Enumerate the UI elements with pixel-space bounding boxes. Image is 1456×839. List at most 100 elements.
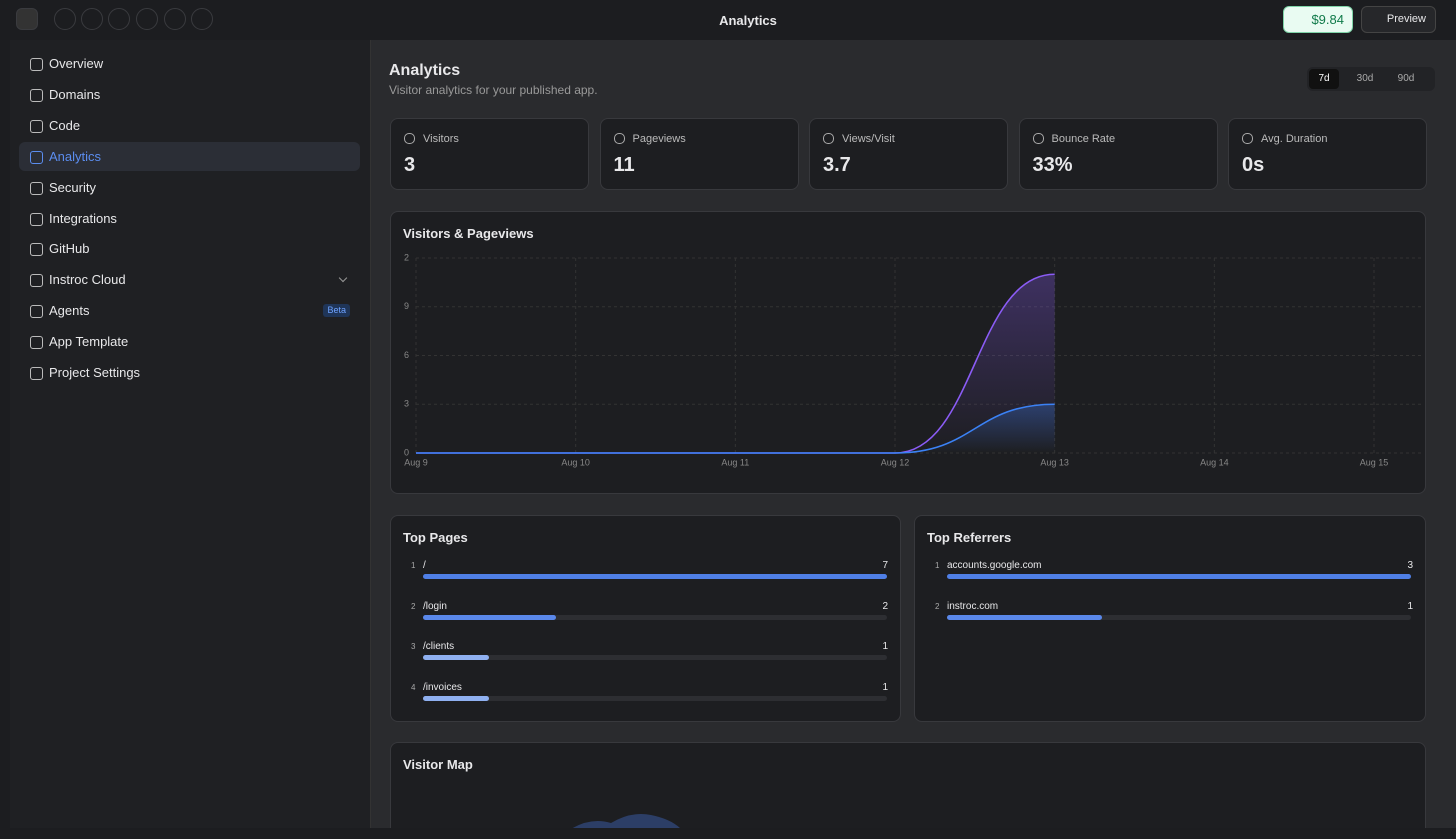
bar-track bbox=[947, 574, 1411, 579]
stat-value: 3 bbox=[404, 154, 416, 176]
y-tick-label: 9 bbox=[404, 301, 409, 311]
area bbox=[416, 404, 1055, 453]
card-title: Top Referrers bbox=[927, 530, 1012, 545]
nav-label: Instroc Cloud bbox=[49, 272, 126, 288]
stat-value: 33% bbox=[1032, 154, 1073, 176]
row-label: /invoices bbox=[423, 682, 462, 694]
row-label: /login bbox=[423, 600, 447, 612]
chart-title: Visitors & Pageviews bbox=[403, 226, 534, 241]
row-count: 1 bbox=[882, 682, 888, 694]
nav-label: Integrations bbox=[49, 210, 117, 226]
y-tick-label: 3 bbox=[404, 399, 409, 409]
nav-item[interactable]: Overview bbox=[19, 49, 360, 78]
icon-button[interactable] bbox=[164, 8, 186, 30]
preview-button[interactable]: Preview bbox=[1361, 6, 1436, 33]
x-tick-label: Aug 10 bbox=[561, 457, 590, 467]
icon-button[interactable] bbox=[191, 8, 213, 30]
row-label: accounts.google.com bbox=[947, 560, 1042, 571]
nav-item[interactable]: GitHub bbox=[19, 234, 360, 263]
bar bbox=[423, 655, 490, 661]
balance-button[interactable]: $9.84 bbox=[1283, 6, 1353, 33]
rank: 4 bbox=[411, 683, 416, 693]
bar bbox=[947, 574, 1411, 579]
range-button[interactable]: 30d bbox=[1356, 73, 1374, 84]
nav-item[interactable]: Analytics bbox=[19, 141, 360, 171]
nav-item[interactable]: Project Settings bbox=[19, 358, 360, 387]
stat-icon bbox=[1032, 133, 1044, 144]
y-tick-label: 0 bbox=[404, 447, 409, 457]
nav-item[interactable]: App Template bbox=[19, 327, 360, 356]
rank: 2 bbox=[935, 601, 940, 611]
icon-button[interactable] bbox=[108, 8, 130, 30]
stat-card: Visitors 3 bbox=[390, 118, 589, 190]
content: Analytics Visitor analytics for your pub… bbox=[371, 40, 1456, 828]
page-subtitle: Visitor analytics for your published app… bbox=[389, 83, 598, 97]
stat-label: Pageviews bbox=[632, 133, 686, 145]
nav-icon bbox=[30, 88, 43, 102]
stat-label: Bounce Rate bbox=[1051, 133, 1116, 145]
x-tick-label: Aug 14 bbox=[1200, 457, 1229, 467]
nav-icon bbox=[30, 212, 43, 226]
chevron bbox=[338, 274, 348, 283]
nav-item[interactable]: Domains bbox=[19, 80, 360, 109]
range-button[interactable]: 90d bbox=[1397, 73, 1415, 84]
x-tick-label: Aug 11 bbox=[721, 457, 749, 467]
chart: 0 3 6 9 2 Aug 9 Aug 10 Aug 11 Aug 12 Aug 13 Aug 14… bbox=[404, 252, 1421, 467]
row-label: instroc.com bbox=[947, 600, 999, 612]
nav-icon bbox=[30, 243, 43, 257]
row-count: 1 bbox=[1407, 600, 1413, 612]
nav-label: Code bbox=[49, 117, 81, 133]
row-count: 1 bbox=[882, 641, 888, 653]
chart-card: Visitors & Pageviews 0 3 6 9 2 Aug 9 Aug 10 Aug… bbox=[390, 211, 1426, 494]
rank: 1 bbox=[411, 561, 416, 570]
range-selector: 7d 30d 90d bbox=[1307, 67, 1435, 91]
nav-item[interactable]: Agents Beta bbox=[19, 296, 360, 325]
bar-track bbox=[947, 614, 1411, 620]
sidebar bbox=[10, 40, 371, 828]
nav-item[interactable]: Code bbox=[19, 111, 360, 140]
row-label: /clients bbox=[423, 641, 455, 653]
nav-icon bbox=[30, 336, 43, 350]
stat-card: Pageviews 11 bbox=[599, 118, 799, 190]
row-label: / bbox=[423, 560, 426, 571]
row-count: 7 bbox=[882, 560, 888, 571]
icon-button[interactable] bbox=[81, 8, 103, 30]
nav-icon bbox=[30, 305, 43, 319]
stat-icon bbox=[1242, 133, 1253, 144]
y-tick-label: 2 bbox=[404, 252, 409, 262]
nav-item[interactable]: Security bbox=[19, 173, 360, 202]
stat-label: Views/Visit bbox=[842, 133, 895, 145]
nav-label: Project Settings bbox=[49, 365, 141, 380]
x-tick-label: Aug 15 bbox=[1360, 457, 1389, 467]
stat-icon bbox=[823, 133, 834, 144]
nav-item[interactable]: Integrations bbox=[19, 204, 360, 233]
bar bbox=[947, 614, 1102, 620]
sidebar-toggle[interactable] bbox=[16, 8, 38, 30]
x-tick-label: Aug 12 bbox=[881, 457, 910, 467]
rank: 3 bbox=[411, 642, 416, 652]
line bbox=[416, 403, 1055, 454]
row-count: 2 bbox=[882, 600, 888, 612]
stat-label: Avg. Duration bbox=[1261, 133, 1328, 145]
badge: Beta bbox=[323, 304, 350, 318]
range-button[interactable]: 7d bbox=[1309, 69, 1339, 89]
nav-label: Domains bbox=[49, 86, 101, 102]
card-title: Top Pages bbox=[403, 530, 468, 545]
y-tick-label: 6 bbox=[404, 350, 409, 360]
stat-card: Bounce Rate 33% bbox=[1018, 118, 1218, 190]
nav-icon bbox=[30, 58, 43, 71]
stat-value: 11 bbox=[613, 154, 635, 176]
x-tick-label: Aug 13 bbox=[1040, 457, 1069, 467]
icon-button[interactable] bbox=[54, 8, 76, 30]
x-tick-label: Aug 9 bbox=[404, 457, 428, 467]
row-count: 3 bbox=[1407, 560, 1413, 571]
stat-card: Views/Visit 3.7 bbox=[809, 118, 1008, 190]
stat-value: 0s bbox=[1242, 154, 1265, 176]
nav-item[interactable]: Instroc Cloud bbox=[19, 265, 360, 294]
icon-button[interactable] bbox=[136, 8, 158, 30]
bar-track bbox=[423, 574, 887, 579]
bar-track bbox=[423, 614, 887, 620]
bar bbox=[423, 574, 887, 579]
bar bbox=[423, 696, 490, 702]
stat-card: Avg. Duration 0s bbox=[1228, 118, 1427, 190]
